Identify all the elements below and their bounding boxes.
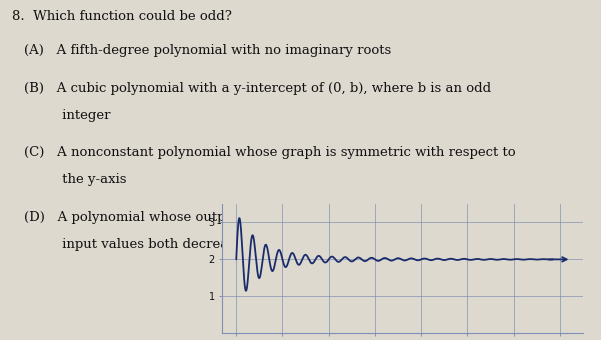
Text: integer: integer xyxy=(24,109,111,122)
Text: (B)   A cubic polynomial with a y-intercept of (0, b), where b is an odd: (B) A cubic polynomial with a y-intercep… xyxy=(24,82,491,95)
Text: (D)   A polynomial whose output values decrease without bound when: (D) A polynomial whose output values dec… xyxy=(24,211,492,224)
Text: 8.  Which function could be odd?: 8. Which function could be odd? xyxy=(12,10,232,23)
Text: (A)   A fifth-degree polynomial with no imaginary roots: (A) A fifth-degree polynomial with no im… xyxy=(24,44,391,57)
Text: input values both decrease and increase without bound: input values both decrease and increase … xyxy=(24,238,434,251)
Text: (C)   A nonconstant polynomial whose graph is symmetric with respect to: (C) A nonconstant polynomial whose graph… xyxy=(24,146,516,159)
Text: the y-axis: the y-axis xyxy=(24,173,127,186)
